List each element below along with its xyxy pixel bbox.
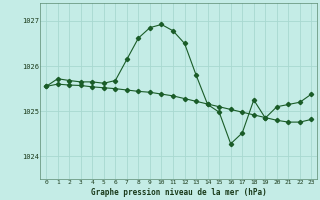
X-axis label: Graphe pression niveau de la mer (hPa): Graphe pression niveau de la mer (hPa) (91, 188, 267, 197)
